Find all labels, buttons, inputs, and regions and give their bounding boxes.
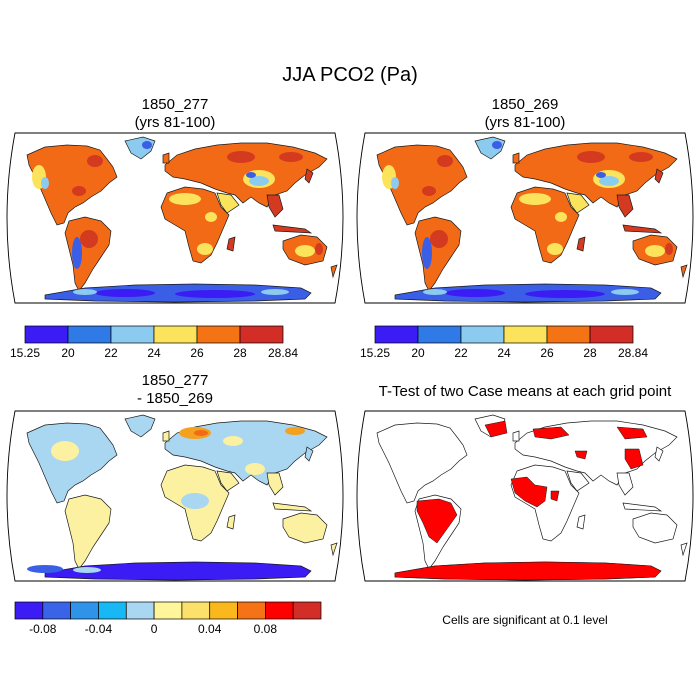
- map-difference: [6, 410, 344, 582]
- panel-title-diff-line1: 1850_277: [141, 372, 209, 389]
- colorbar-swatch: [503, 325, 548, 344]
- colorbar-tick-label: 24: [147, 346, 161, 360]
- colorbar-swatch: [239, 325, 284, 344]
- colorbar-swatch: [67, 325, 112, 344]
- colorbar-swatch: [24, 325, 69, 344]
- colorbar-tick-label: 15.25: [360, 346, 390, 360]
- colorbar-tick-label: 0.08: [254, 622, 278, 636]
- colorbar-tick-label: 28.84: [618, 346, 648, 360]
- colorbar-swatch: [153, 601, 183, 620]
- colorbar-swatch: [589, 325, 634, 344]
- colorbar-swatch: [98, 601, 127, 620]
- panel-title-case2-line2: (yrs 81-100): [484, 114, 566, 131]
- colorbar-case1: 15.25 20 22 24 26 28 28.84: [10, 325, 298, 360]
- colorbar-swatch: [70, 601, 99, 620]
- colorbar-tick-label: 15.25: [10, 346, 40, 360]
- colorbar-tick-label: -0.08: [29, 622, 57, 636]
- panel-title-case1: 1850_277 (yrs 81-100): [50, 96, 300, 132]
- panel-title-case2-line1: 1850_269: [491, 96, 559, 113]
- panel-title-diff: 1850_277 - 1850_269: [50, 372, 300, 408]
- colorbar-swatch: [14, 601, 44, 620]
- colorbar-swatch: [110, 325, 155, 344]
- colorbar-swatch: [181, 601, 211, 620]
- colorbar-swatch: [460, 325, 505, 344]
- colorbar-tick-label: 26: [190, 346, 204, 360]
- panel-title-case1-line2: (yrs 81-100): [134, 114, 216, 131]
- panel-title-case1-line1: 1850_277: [141, 96, 209, 113]
- colorbar-swatch: [374, 325, 419, 344]
- colorbar-swatch: [265, 601, 294, 620]
- colorbar-swatch: [196, 325, 241, 344]
- colorbar-tick-label: 20: [61, 346, 75, 360]
- colorbar-tick-label: 28: [583, 346, 597, 360]
- colorbar-tick-label: -0.04: [85, 622, 113, 636]
- panel-title-ttest: T-Test of two Case means at each grid po…: [378, 383, 672, 400]
- colorbar-tick-label: 20: [411, 346, 425, 360]
- colorbar-swatch: [125, 601, 155, 620]
- colorbar-swatch: [237, 601, 266, 620]
- significance-footnote: Cells are significant at 0.1 level: [442, 613, 608, 627]
- map-case1: [6, 132, 344, 304]
- colorbar-tick-label: 24: [497, 346, 511, 360]
- colorbar-tick-label: 28: [233, 346, 247, 360]
- main-title: JJA PCO2 (Pa): [282, 64, 418, 86]
- colorbar-swatch: [209, 601, 238, 620]
- colorbar-tick-label: 0: [151, 622, 158, 636]
- colorbar-difference: -0.08 -0.04 0 0.04 0.08: [14, 601, 322, 636]
- colorbar-tick-label: 28.84: [268, 346, 298, 360]
- colorbar-swatch: [42, 601, 71, 620]
- colorbar-swatch: [153, 325, 198, 344]
- map-ttest: [356, 410, 694, 582]
- colorbar-swatch: [546, 325, 591, 344]
- colorbar-tick-label: 22: [104, 346, 118, 360]
- map-case2: [356, 132, 694, 304]
- colorbar-swatch: [292, 601, 322, 620]
- colorbar-case2: 15.25 20 22 24 26 28 28.84: [360, 325, 648, 360]
- colorbar-tick-label: 0.04: [198, 622, 222, 636]
- colorbar-tick-label: 22: [454, 346, 468, 360]
- panel-title-case2: 1850_269 (yrs 81-100): [400, 96, 650, 132]
- colorbar-tick-label: 26: [540, 346, 554, 360]
- colorbar-swatch: [417, 325, 462, 344]
- panel-title-diff-line2: - 1850_269: [137, 390, 213, 407]
